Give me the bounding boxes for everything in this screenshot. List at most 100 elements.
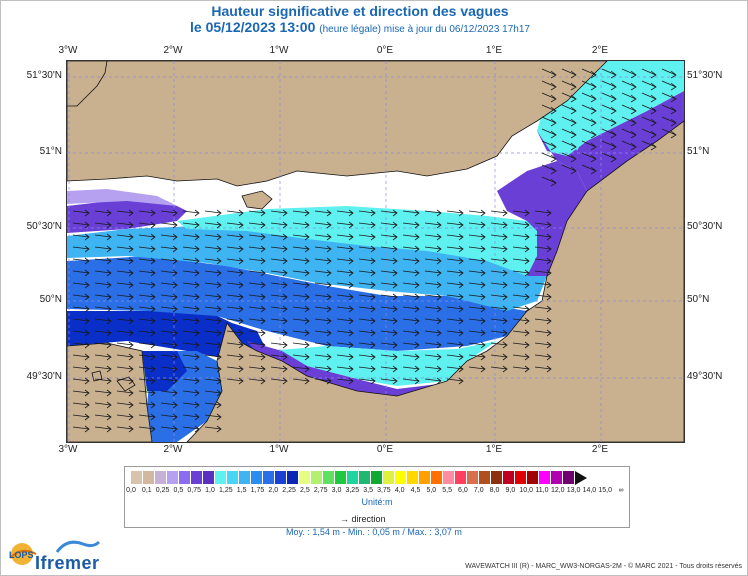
direction-arrow [336, 365, 354, 373]
direction-arrow [270, 353, 288, 361]
direction-arrow [116, 365, 134, 373]
colorbar-swatch [263, 471, 275, 484]
direction-arrow [94, 401, 112, 409]
direction-arrow [226, 269, 244, 277]
colorbar-swatch [563, 471, 575, 484]
direction-arrow [116, 221, 134, 229]
direction-arrow [380, 317, 398, 325]
direction-arrow [248, 269, 266, 277]
direction-arrow [72, 257, 90, 265]
direction-arrow [468, 341, 486, 349]
direction-arrow [490, 209, 508, 217]
direction-arrow [424, 245, 442, 253]
lat-label-right: 50°30'N [687, 221, 723, 232]
colorbar-tick-label: 0,75 [187, 487, 202, 494]
direction-arrow [292, 209, 310, 217]
direction-arrow [661, 104, 677, 115]
direction-arrow [601, 68, 617, 79]
direction-arrow [248, 245, 266, 253]
direction-arrow [661, 92, 677, 103]
direction-arrow [94, 353, 112, 361]
direction-arrow [270, 305, 288, 313]
colorbar-tick-label: 11,0 [535, 487, 549, 494]
colorbar-tick-label: 7,0 [473, 487, 484, 494]
direction-arrow [182, 377, 200, 385]
direction-arrow [534, 281, 552, 289]
direction-arrow [248, 281, 266, 289]
sea-zone-northeast-low [537, 91, 684, 191]
direction-arrow [490, 329, 508, 337]
direction-arrow [446, 221, 464, 229]
direction-arrow [468, 353, 486, 361]
colorbar-swatch [527, 471, 539, 484]
direction-arrow [182, 269, 200, 277]
direction-arrow [138, 293, 156, 301]
colorbar-tick-label: 15,0 [598, 487, 612, 494]
direction-arrow [226, 377, 244, 385]
colorbar-tick-label: 1,5 [236, 487, 247, 494]
direction-arrow [116, 245, 134, 253]
direction-arrow [204, 317, 222, 325]
direction-arrow [138, 269, 156, 277]
direction-arrow [446, 269, 464, 277]
lops-logo-icon[interactable]: LOPS [6, 538, 42, 566]
ifremer-logo[interactable]: Ifremer [35, 553, 100, 573]
direction-arrow [94, 341, 112, 349]
direction-arrow [138, 353, 156, 361]
colorbar-swatch [155, 471, 167, 484]
direction-arrow [116, 233, 134, 241]
direction-arrow [292, 365, 310, 373]
direction-arrow [446, 353, 464, 361]
direction-arrow [94, 221, 112, 229]
wave-height-map[interactable] [66, 60, 685, 443]
direction-arrow [314, 257, 332, 265]
direction-arrow [72, 329, 90, 337]
direction-arrow [182, 209, 200, 217]
colorbar-swatch [287, 471, 299, 484]
graticule [67, 61, 684, 442]
colorbar-tick-label: 5,0 [426, 487, 437, 494]
direction-arrow [561, 116, 577, 127]
direction-arrow [182, 341, 200, 349]
direction-arrow [248, 221, 266, 229]
lon-label-top: 0°E [376, 45, 394, 56]
direction-arrow [314, 233, 332, 241]
direction-arrow [561, 92, 577, 103]
direction-arrow [534, 365, 552, 373]
direction-arrow [138, 257, 156, 265]
colorbar-swatch [371, 471, 383, 484]
update-label: (heure légale) mise à jour du 06/12/2023… [319, 24, 530, 35]
direction-arrow [424, 353, 442, 361]
direction-arrow [138, 329, 156, 337]
colorbar-swatch [347, 471, 359, 484]
direction-arrow [160, 329, 178, 337]
direction-arrow [358, 233, 376, 241]
direction-arrow [182, 257, 200, 265]
direction-arrow [534, 257, 552, 265]
direction-arrow [94, 329, 112, 337]
direction-arrow [116, 377, 134, 385]
direction-arrow [468, 209, 486, 217]
colorbar-tick-label: 2,0 [268, 487, 279, 494]
direction-arrow [94, 233, 112, 241]
direction-arrow [182, 329, 200, 337]
direction-arrow [424, 281, 442, 289]
direction-arrow [72, 425, 90, 433]
colorbar-swatch [335, 471, 347, 484]
direction-arrow [182, 245, 200, 253]
direction-arrow [182, 233, 200, 241]
colorbar-tick-label: 1,25 [219, 487, 233, 494]
direction-arrow [94, 305, 112, 313]
direction-arrow [138, 221, 156, 229]
direction-arrow [292, 269, 310, 277]
direction-arrow [292, 353, 310, 361]
colorbar-swatch [551, 471, 563, 484]
direction-arrow [248, 233, 266, 241]
direction-arrow [581, 128, 597, 139]
direction-arrow [248, 293, 266, 301]
direction-arrow [512, 281, 530, 289]
direction-arrow [314, 329, 332, 337]
direction-arrow [661, 116, 677, 127]
colorbar-tick-label: 0,5 [173, 487, 184, 494]
direction-arrow [160, 233, 178, 241]
